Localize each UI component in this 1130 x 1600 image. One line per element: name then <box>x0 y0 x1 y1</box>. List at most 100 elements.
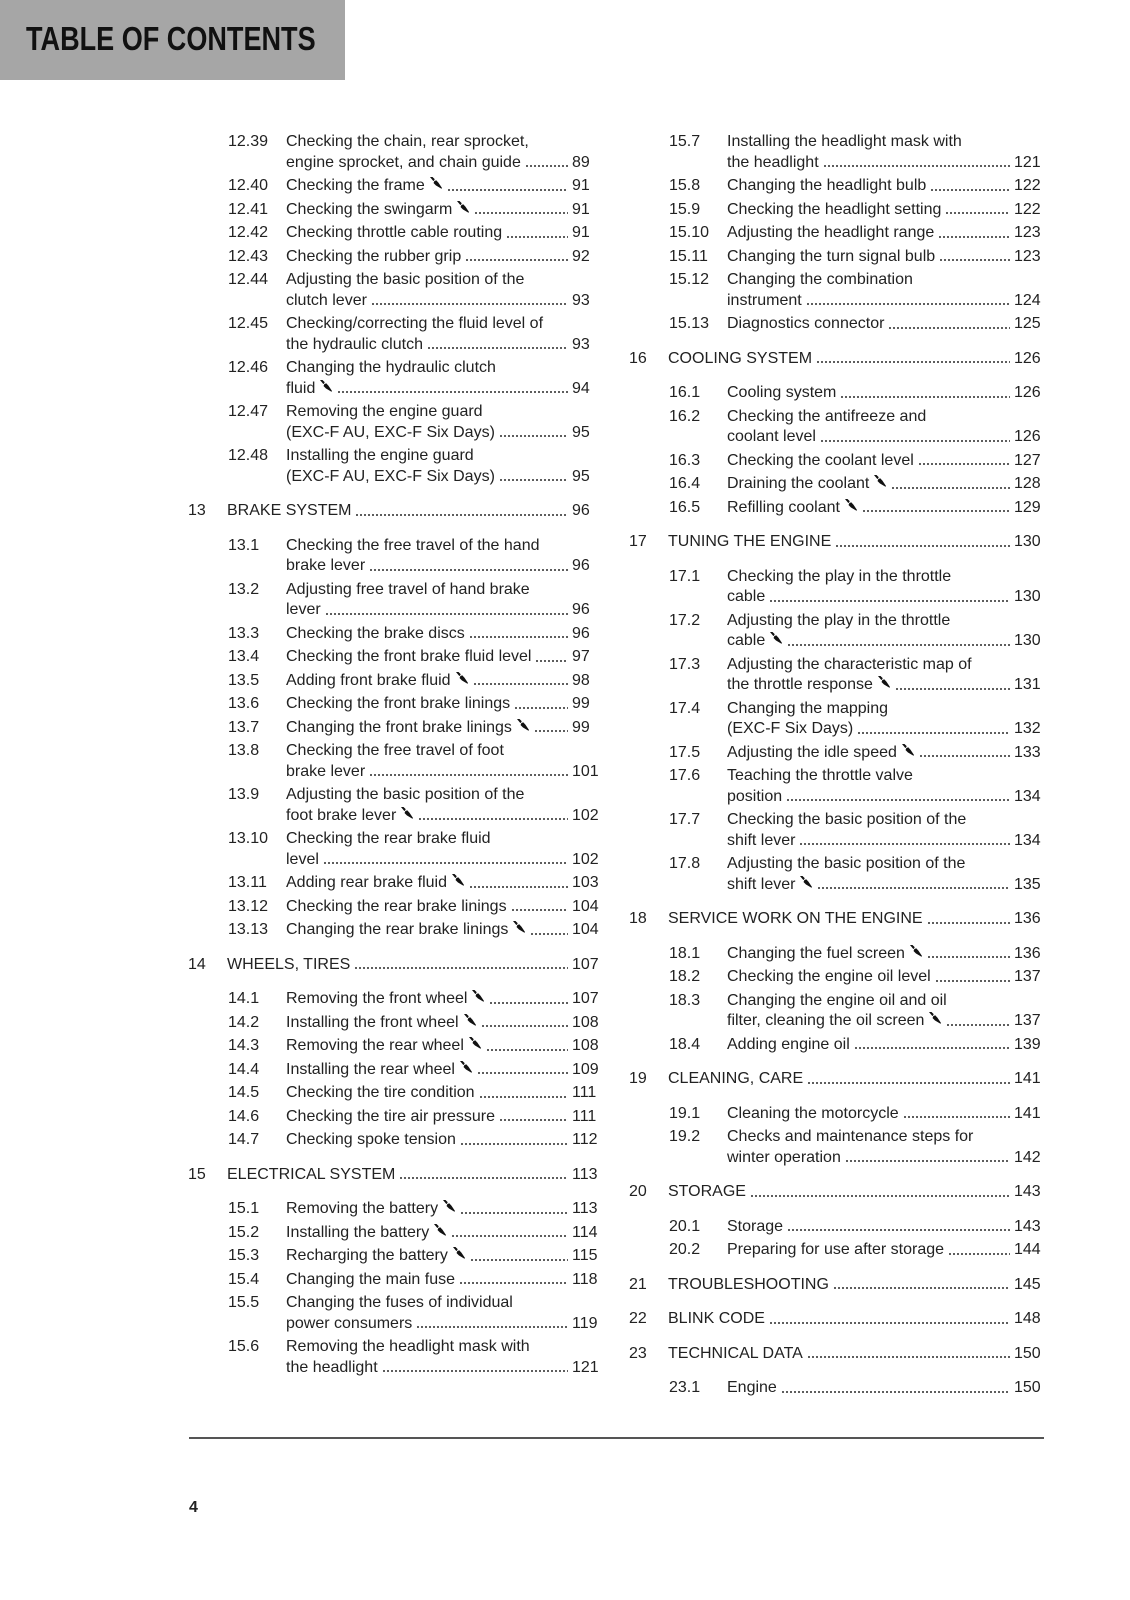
entry-title: the hydraulic clutch <box>286 335 423 353</box>
toc-section-entry[interactable]: 13.8 Checking the free travel of foot brak… <box>188 741 602 782</box>
entry-page-number: 148 <box>1014 1310 1041 1327</box>
toc-section-entry[interactable]: 17.3 Adjusting the characteristic map of t… <box>629 655 1044 696</box>
toc-chapter-entry[interactable]: 15 ELECTRICAL SYSTEM 113 <box>188 1165 602 1186</box>
entry-number: 13.7 <box>228 718 260 736</box>
toc-section-entry[interactable]: 18.3 Changing the engine oil and oil filte… <box>629 991 1044 1032</box>
toc-section-entry[interactable]: 15.6 Removing the headlight mask with the … <box>188 1337 602 1378</box>
toc-section-entry[interactable]: 15.10 Adjusting the headlight range 123 <box>629 223 1044 244</box>
toc-section-entry[interactable]: 13.6 Checking the front brake linings 99 <box>188 694 602 715</box>
toc-section-entry[interactable]: 14.4 Installing the rear wheel 109 <box>188 1060 602 1081</box>
entry-title: cable <box>727 632 766 649</box>
entry-title: Checking the coolant level <box>727 451 914 469</box>
toc-chapter-entry[interactable]: 23 TECHNICAL DATA 150 <box>629 1344 1044 1365</box>
dot-leader <box>369 767 568 777</box>
toc-section-entry[interactable]: 14.1 Removing the front wheel 107 <box>188 989 602 1010</box>
entry-title: Installing the battery <box>286 1223 430 1241</box>
toc-chapter-entry[interactable]: 20 STORAGE 143 <box>629 1182 1044 1203</box>
toc-section-entry[interactable]: 17.7 Checking the basic position of the sh… <box>629 810 1044 851</box>
toc-section-entry[interactable]: 13.3 Checking the brake discs 96 <box>188 624 602 645</box>
toc-section-entry[interactable]: 13.13 Changing the rear brake linings 104 <box>188 920 602 941</box>
toc-chapter-entry[interactable]: 18 SERVICE WORK ON THE ENGINE 136 <box>629 909 1044 930</box>
toc-section-entry[interactable]: 15.4 Changing the main fuse 118 <box>188 1270 602 1291</box>
toc-chapter-entry[interactable]: 19 CLEANING, CARE 141 <box>629 1069 1044 1090</box>
toc-section-entry[interactable]: 14.5 Checking the tire condition 111 <box>188 1083 602 1104</box>
toc-section-entry[interactable]: 13.7 Changing the front brake linings 99 <box>188 718 602 739</box>
toc-section-entry[interactable]: 18.2 Checking the engine oil level 137 <box>629 967 1044 988</box>
entry-number: 13.11 <box>228 874 267 891</box>
dot-leader <box>510 902 568 912</box>
toc-section-entry[interactable]: 15.11 Changing the turn signal bulb 123 <box>629 247 1044 268</box>
toc-section-entry[interactable]: 20.1 Storage 143 <box>629 1217 1044 1238</box>
toc-section-entry[interactable]: 17.2 Adjusting the play in the throttle ca… <box>629 611 1044 652</box>
entry-title: shift lever <box>727 831 796 849</box>
toc-section-entry[interactable]: 14.6 Checking the tire air pressure 111 <box>188 1107 602 1128</box>
toc-section-entry[interactable]: 18.1 Changing the fuel screen 136 <box>629 944 1044 965</box>
toc-section-entry[interactable]: 15.12 Changing the combination instrument 1… <box>629 270 1044 311</box>
toc-section-entry[interactable]: 12.47 Removing the engine guard (EXC-F AU,… <box>188 402 602 443</box>
toc-section-entry[interactable]: 16.4 Draining the coolant 128 <box>629 474 1044 495</box>
toc-section-entry[interactable]: 17.4 Changing the mapping (EXC-F Six Days)… <box>629 699 1044 740</box>
toc-section-entry[interactable]: 17.6 Teaching the throttle valve position 1… <box>629 766 1044 807</box>
toc-section-entry[interactable]: 12.44 Adjusting the basic position of the… <box>188 270 602 311</box>
toc-section-entry[interactable]: 17.5 Adjusting the idle speed 133 <box>629 743 1044 764</box>
toc-section-entry[interactable]: 20.2 Preparing for use after storage 144 <box>629 1240 1044 1261</box>
toc-section-entry[interactable]: 23.1 Engine 150 <box>629 1378 1044 1399</box>
toc-chapter-entry[interactable]: 16 COOLING SYSTEM 126 <box>629 349 1044 370</box>
toc-chapter-entry[interactable]: 14 WHEELS, TIRES 107 <box>188 955 602 976</box>
entry-number: 17.5 <box>669 743 701 761</box>
toc-section-entry[interactable]: 12.40 Checking the frame 91 <box>188 176 602 197</box>
toc-section-entry[interactable]: 15.3 Recharging the battery 115 <box>188 1246 602 1267</box>
toc-section-entry[interactable]: 13.10 Checking the rear brake fluid level 1… <box>188 829 602 870</box>
toc-section-entry[interactable]: 19.1 Cleaning the motorcycle 141 <box>629 1104 1044 1125</box>
toc-section-entry[interactable]: 17.1 Checking the play in the throttle cab… <box>629 567 1044 608</box>
toc-section-entry[interactable]: 13.5 Adding front brake fluid 98 <box>188 671 602 692</box>
toc-section-entry[interactable]: 15.1 Removing the battery 113 <box>188 1199 602 1220</box>
toc-section-entry[interactable]: 16.5 Refilling coolant 129 <box>629 498 1044 519</box>
toc-section-entry[interactable]: 13.4 Checking the front brake fluid level… <box>188 647 602 668</box>
toc-chapter-entry[interactable]: 21 TROUBLESHOOTING 145 <box>629 1275 1044 1296</box>
entry-number: 15.6 <box>228 1338 260 1355</box>
toc-section-entry[interactable]: 13.12 Checking the rear brake linings 104 <box>188 897 602 918</box>
toc-chapter-entry[interactable]: 17 TUNING THE ENGINE 130 <box>629 532 1044 553</box>
toc-column-left: 12.39 Checking the chain, rear sprocket, e… <box>188 132 602 1378</box>
toc-section-entry[interactable]: 16.1 Cooling system 126 <box>629 383 1044 404</box>
toc-section-entry[interactable]: 13.1 Checking the free travel of the hand… <box>188 536 602 577</box>
dot-leader <box>888 319 1010 330</box>
toc-section-entry[interactable]: 15.5 Changing the fuses of individual powe… <box>188 1293 602 1334</box>
toc-section-entry[interactable]: 14.7 Checking spoke tension 112 <box>188 1130 602 1151</box>
toc-section-entry[interactable]: 14.2 Installing the front wheel 108 <box>188 1013 602 1034</box>
toc-chapter-entry[interactable]: 22 BLINK CODE 148 <box>629 1309 1044 1330</box>
toc-chapter-entry[interactable]: 13 BRAKE SYSTEM 96 <box>188 501 602 522</box>
dot-leader <box>816 354 1010 364</box>
toc-section-entry[interactable]: 13.9 Adjusting the basic position of the f… <box>188 785 602 826</box>
toc-section-entry[interactable]: 12.46 Changing the hydraulic clutch fluid 9… <box>188 358 602 399</box>
toc-section-entry[interactable]: 15.7 Installing the headlight mask with th… <box>629 132 1044 173</box>
toc-section-entry[interactable]: 12.39 Checking the chain, rear sprocket, e… <box>188 132 602 173</box>
toc-section-entry[interactable]: 12.43 Checking the rubber grip 92 <box>188 247 602 268</box>
toc-section-entry[interactable]: 13.11 Adding rear brake fluid 103 <box>188 873 602 894</box>
dot-leader <box>926 949 1010 959</box>
wrench-icon <box>468 1036 482 1050</box>
toc-section-entry[interactable]: 12.41 Checking the swingarm 91 <box>188 200 602 221</box>
toc-section-entry[interactable]: 18.4 Adding engine oil 139 <box>629 1035 1044 1056</box>
toc-section-entry[interactable]: 12.48 Installing the engine guard (EXC-F A… <box>188 446 602 487</box>
toc-section-entry[interactable]: 16.3 Checking the coolant level 127 <box>629 451 1044 472</box>
toc-section-entry[interactable]: 16.2 Checking the antifreeze and coolant l… <box>629 407 1044 448</box>
entry-number: 19.2 <box>669 1128 701 1145</box>
entry-number: 15.9 <box>669 200 701 218</box>
entry-title: instrument <box>727 291 802 309</box>
toc-section-entry[interactable]: 12.45 Checking/correcting the fluid level… <box>188 314 602 355</box>
toc-section-entry[interactable]: 19.2 Checks and maintenance steps for wint… <box>629 1127 1044 1168</box>
toc-section-entry[interactable]: 12.42 Checking throttle cable routing 91 <box>188 223 602 244</box>
entry-number: 12.48 <box>228 447 269 464</box>
entry-number: 19.1 <box>669 1104 701 1122</box>
toc-section-entry[interactable]: 17.8 Adjusting the basic position of the s… <box>629 854 1044 895</box>
toc-section-entry[interactable]: 15.9 Checking the headlight setting 122 <box>629 200 1044 221</box>
toc-section-entry[interactable]: 15.8 Changing the headlight bulb 122 <box>629 176 1044 197</box>
toc-section-entry[interactable]: 14.3 Removing the rear wheel 108 <box>188 1036 602 1057</box>
entry-title: Cooling system <box>727 384 837 401</box>
entry-page-number: 113 <box>572 1165 598 1183</box>
toc-section-entry[interactable]: 13.2 Adjusting free travel of hand brake l… <box>188 580 602 621</box>
toc-section-entry[interactable]: 15.2 Installing the battery 114 <box>188 1223 602 1244</box>
toc-section-entry[interactable]: 15.13 Diagnostics connector 125 <box>629 314 1044 335</box>
